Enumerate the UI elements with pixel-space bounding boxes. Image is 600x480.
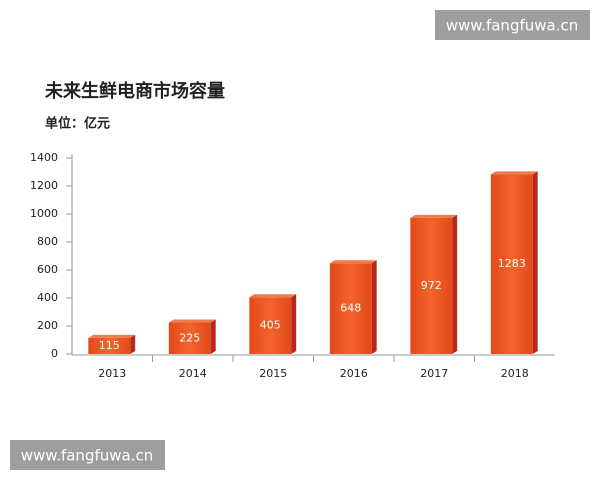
y-tick-label: 1400 xyxy=(30,151,58,164)
y-tick-label: 600 xyxy=(37,263,58,276)
y-tick-label: 1200 xyxy=(30,179,58,192)
x-tick-label: 2018 xyxy=(501,367,529,380)
bar-top xyxy=(88,334,136,338)
chart-subtitle: 单位：亿元 xyxy=(45,116,110,132)
x-tick-label: 2015 xyxy=(259,367,287,380)
y-tick-label: 1000 xyxy=(30,207,58,220)
y-tick-label: 400 xyxy=(37,291,58,304)
value-label: 225 xyxy=(179,331,200,344)
y-tick-label: 0 xyxy=(51,347,58,360)
bar xyxy=(410,217,453,354)
value-label: 405 xyxy=(260,319,281,332)
bar xyxy=(490,174,533,354)
bar-top xyxy=(168,319,216,323)
watermark-box xyxy=(435,10,590,40)
bar-side xyxy=(210,319,216,354)
value-label: 648 xyxy=(340,302,361,315)
x-tick-label: 2017 xyxy=(420,367,448,380)
bar-side xyxy=(532,171,538,354)
bar xyxy=(88,337,131,354)
watermark: www.fangfuwa.cn xyxy=(21,447,153,465)
bar xyxy=(249,297,292,354)
y-tick-label: 800 xyxy=(37,235,58,248)
watermark-box xyxy=(10,440,165,470)
bar-top xyxy=(490,171,538,175)
bar-top xyxy=(249,294,297,298)
x-tick-label: 2014 xyxy=(179,367,207,380)
x-tick-label: 2013 xyxy=(98,367,126,380)
value-label: 972 xyxy=(421,279,442,292)
bar-side xyxy=(452,214,458,354)
bar-side xyxy=(130,334,136,354)
bar xyxy=(329,263,372,354)
bar-side xyxy=(371,260,377,354)
bar xyxy=(168,322,211,354)
watermark: www.fangfuwa.cn xyxy=(446,17,578,35)
bar-top xyxy=(329,260,377,264)
value-label: 1283 xyxy=(498,257,526,270)
value-label: 115 xyxy=(99,339,120,352)
x-tick-label: 2016 xyxy=(340,367,368,380)
bar-side xyxy=(291,294,297,354)
y-tick-label: 200 xyxy=(37,319,58,332)
bar-top xyxy=(410,214,458,218)
chart-title: 未来生鲜电商市场容量 xyxy=(45,80,225,102)
